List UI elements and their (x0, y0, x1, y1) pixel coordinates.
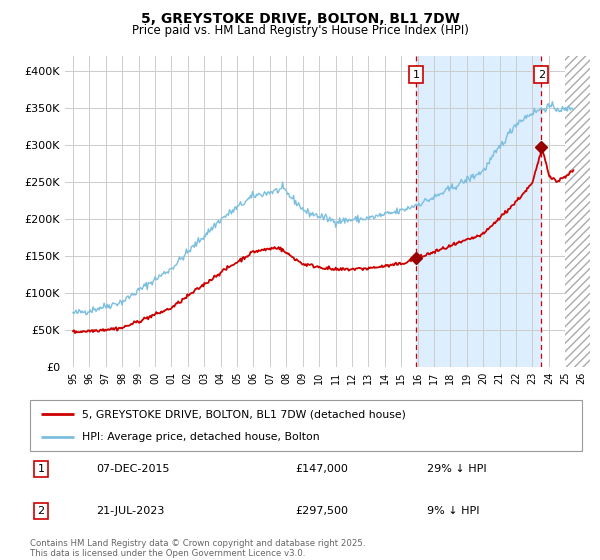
Text: 1: 1 (413, 69, 419, 80)
Text: 1: 1 (38, 464, 44, 474)
Bar (416, 56, 541, 367)
Text: Price paid vs. HM Land Registry's House Price Index (HPI): Price paid vs. HM Land Registry's House … (131, 24, 469, 36)
Bar (565, 56, 590, 367)
Text: 21-JUL-2023: 21-JUL-2023 (96, 506, 164, 516)
Text: £147,000: £147,000 (295, 464, 348, 474)
FancyBboxPatch shape (30, 400, 582, 451)
Text: 9% ↓ HPI: 9% ↓ HPI (427, 506, 480, 516)
Text: HPI: Average price, detached house, Bolton: HPI: Average price, detached house, Bolt… (82, 432, 320, 442)
Text: 2: 2 (37, 506, 44, 516)
Text: 5, GREYSTOKE DRIVE, BOLTON, BL1 7DW (detached house): 5, GREYSTOKE DRIVE, BOLTON, BL1 7DW (det… (82, 409, 406, 419)
Text: 07-DEC-2015: 07-DEC-2015 (96, 464, 170, 474)
Text: Contains HM Land Registry data © Crown copyright and database right 2025.
This d: Contains HM Land Registry data © Crown c… (30, 539, 365, 558)
Text: £297,500: £297,500 (295, 506, 348, 516)
Bar (565, 56, 590, 367)
Text: 29% ↓ HPI: 29% ↓ HPI (427, 464, 487, 474)
Text: 5, GREYSTOKE DRIVE, BOLTON, BL1 7DW: 5, GREYSTOKE DRIVE, BOLTON, BL1 7DW (140, 12, 460, 26)
Text: 2: 2 (538, 69, 545, 80)
